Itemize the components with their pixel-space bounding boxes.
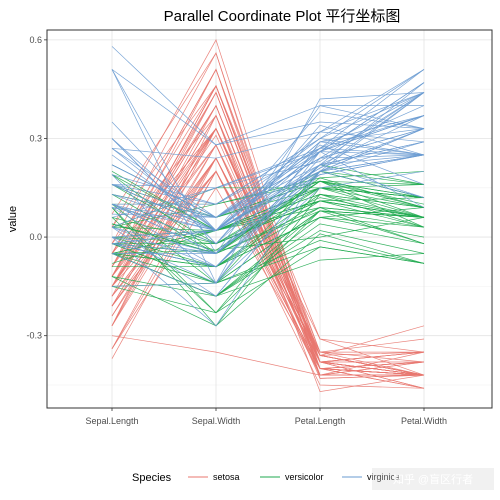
series-lines: [111, 39, 425, 392]
series-line-virginica: [111, 141, 425, 297]
series-line-virginica: [111, 154, 425, 245]
y-axis: 0.6 0.3 0.0 -0.3: [26, 35, 47, 341]
watermark-background: [372, 468, 494, 490]
x-axis: Sepal.Length Sepal.Width Petal.Length Petal…: [85, 408, 447, 426]
watermark-text: 知乎 @盲区行者: [393, 472, 473, 486]
legend-label-versicolor: versicolor: [285, 472, 324, 482]
series-line-versicolor: [111, 253, 425, 297]
x-tick-label: Sepal.Length: [85, 416, 138, 426]
plot-border: [46, 29, 493, 409]
y-axis-title: value: [7, 206, 19, 232]
x-tick-label: Sepal.Width: [192, 416, 241, 426]
series-virginica: [111, 46, 425, 327]
x-tick-label: Petal.Width: [401, 416, 447, 426]
series-line-virginica: [111, 92, 425, 218]
series-line-virginica: [111, 92, 425, 231]
legend-title: Species: [132, 472, 172, 484]
series-line-setosa: [111, 134, 425, 376]
y-tick-label: 0.3: [29, 133, 42, 143]
series-line-virginica: [112, 128, 425, 254]
series-line-versicolor: [111, 193, 425, 327]
series-line-versicolor: [111, 246, 425, 314]
chart-title: Parallel Coordinate Plot 平行坐标图: [164, 8, 401, 25]
series-line-versicolor: [112, 200, 425, 245]
series-line-virginica: [111, 92, 425, 205]
legend-label-setosa: setosa: [213, 472, 240, 482]
series-line-versicolor: [111, 210, 425, 284]
x-tick-label: Petal.Length: [295, 416, 346, 426]
series-line-virginica: [111, 164, 425, 254]
series-line-versicolor: [111, 197, 425, 245]
series-line-virginica: [111, 69, 425, 189]
series-line-virginica: [111, 151, 425, 284]
watermark: 知乎 @盲区行者: [372, 468, 494, 490]
y-tick-label: 0.6: [29, 35, 42, 45]
series-line-virginica: [111, 138, 425, 218]
legend-label-virginica: virginica: [367, 472, 400, 482]
legend: Species setosa versicolor virginica: [132, 472, 400, 484]
series-line-virginica: [111, 141, 425, 268]
series-line-virginica: [111, 128, 425, 231]
series-line-virginica: [111, 69, 425, 284]
series-line-virginica: [111, 92, 425, 218]
series-line-virginica: [111, 170, 425, 327]
y-tick-label: -0.3: [26, 331, 42, 341]
series-line-virginica: [111, 147, 425, 245]
series-line-virginica: [111, 46, 425, 146]
series-line-virginica: [111, 69, 424, 146]
series-line-virginica: [111, 69, 425, 159]
series-line-virginica: [111, 82, 425, 218]
y-tick-label: 0.0: [29, 232, 42, 242]
series-line-virginica: [111, 154, 425, 238]
